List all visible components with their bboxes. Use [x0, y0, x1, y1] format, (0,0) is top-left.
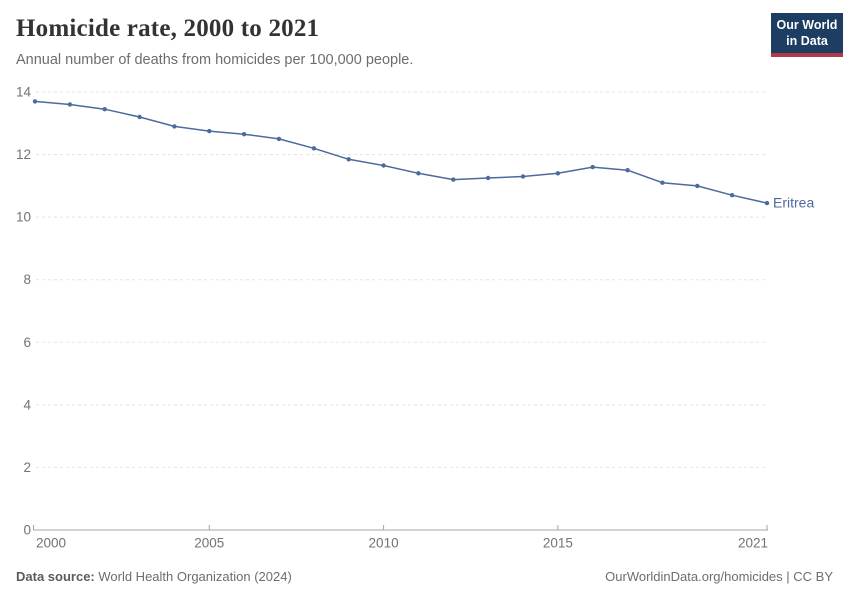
data-point[interactable] [485, 175, 491, 181]
data-point[interactable] [207, 128, 212, 134]
logo-text-line2: in Data [786, 33, 828, 48]
data-point[interactable] [137, 114, 142, 120]
chart-subtitle: Annual number of deaths from homicides p… [16, 52, 414, 68]
x-tick-label: 2005 [194, 536, 224, 551]
data-point[interactable] [451, 177, 456, 182]
data-point[interactable] [32, 99, 38, 104]
data-point[interactable] [241, 132, 247, 137]
y-tick-label: 2 [23, 460, 31, 475]
y-tick-label: 0 [23, 523, 31, 538]
page-title: Homicide rate, 2000 to 2021 [16, 15, 320, 42]
y-tick-label: 14 [16, 85, 32, 100]
data-point[interactable] [172, 124, 177, 129]
data-point[interactable] [102, 107, 107, 112]
data-line[interactable] [34, 100, 768, 204]
data-point[interactable] [311, 146, 317, 151]
data-point[interactable] [520, 174, 526, 179]
x-tick-label: 2021 [738, 536, 768, 551]
data-point[interactable] [67, 102, 73, 107]
owid-logo[interactable]: Our World in Data [771, 13, 843, 58]
chart-footer: Data source: World Health Organization (… [16, 569, 833, 584]
x-tick-label: 2010 [369, 536, 399, 551]
y-tick-label: 6 [23, 335, 31, 350]
data-point[interactable] [416, 171, 421, 176]
data-point[interactable] [590, 164, 595, 170]
data-point[interactable] [729, 193, 735, 198]
y-tick-label: 8 [23, 272, 31, 287]
data-point[interactable] [276, 136, 282, 142]
x-tick-label: 2015 [543, 536, 573, 551]
data-point[interactable] [381, 163, 386, 168]
data-point[interactable] [695, 183, 700, 189]
x-tick-label: 2000 [36, 536, 66, 551]
data-source-value: World Health Organization (2024) [94, 569, 292, 584]
y-tick-label: 10 [16, 210, 31, 225]
data-source: Data source: World Health Organization (… [16, 569, 292, 584]
data-point[interactable] [346, 157, 351, 162]
data-point[interactable] [625, 168, 630, 173]
data-point[interactable] [660, 180, 665, 185]
attribution-link[interactable]: OurWorldinData.org/homicides | CC BY [605, 569, 833, 584]
data-point[interactable] [555, 171, 561, 176]
series-label[interactable]: Eritrea [773, 195, 814, 211]
data-source-label: Data source: [16, 569, 95, 584]
logo-text-line1: Our World [776, 18, 838, 32]
y-tick-label: 12 [16, 147, 31, 162]
data-point[interactable] [764, 200, 770, 206]
y-tick-label: 4 [23, 397, 31, 412]
